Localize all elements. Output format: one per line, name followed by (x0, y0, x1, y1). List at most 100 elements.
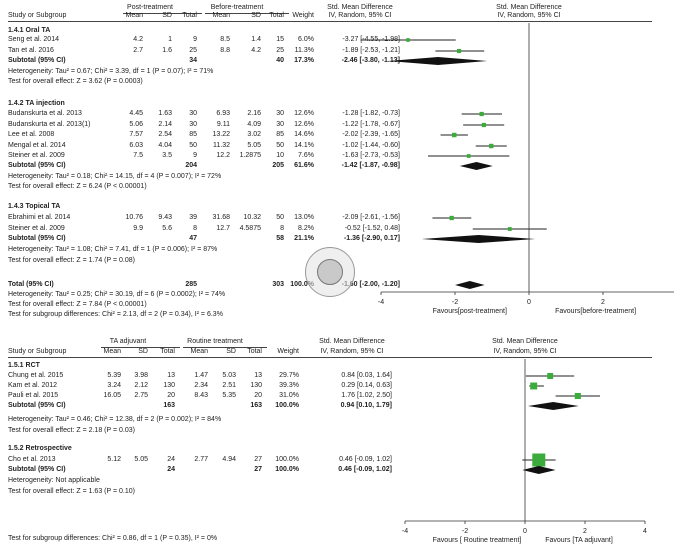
study-ci: 0.46 [-0.09, 1.02] (339, 456, 392, 463)
column-header: SD (226, 348, 236, 355)
study-n1: 50 (189, 142, 197, 149)
study-sd2: 1.4 (251, 36, 261, 43)
study-sd1: 2.54 (158, 131, 172, 138)
ctl-header-rule (205, 13, 289, 14)
effect-header-title: Std. Mean Difference (319, 338, 385, 345)
subtotal-n2: 58 (276, 235, 284, 242)
study-n2: 50 (276, 142, 284, 149)
subtotal-n2: 205 (272, 162, 284, 169)
x-tick-label: -2 (462, 528, 468, 535)
study-point (547, 373, 554, 379)
subtotal-label: Subtotal (95% CI) (8, 235, 66, 242)
study-m2: 2.77 (194, 456, 208, 463)
study-sd1: 1.63 (158, 110, 172, 117)
column-header: Mean (212, 12, 230, 19)
study-name: Budanskurta et al. 2013 (8, 110, 82, 117)
study-point (457, 48, 462, 54)
study-point (406, 38, 410, 42)
study-name: Pauli et al. 2015 (8, 392, 59, 399)
study-point (574, 392, 581, 400)
study-w: 14.1% (294, 142, 314, 149)
study-m2: 9.11 (216, 121, 230, 128)
plot-header-title: Std. Mean Difference (492, 338, 558, 345)
x-axis-label-left: Favours [ Routine treatment] (433, 537, 522, 544)
study-point (507, 227, 512, 231)
study-point (449, 215, 454, 221)
study-w: 7.6% (298, 152, 314, 159)
column-header: Mean (125, 12, 143, 19)
column-header: SD (138, 348, 148, 355)
study-ci: 0.29 [0.14, 0.63] (341, 382, 392, 389)
study-m1: 9.9 (133, 225, 143, 232)
study-n2: 27 (254, 456, 262, 463)
study-m1: 7.5 (133, 152, 143, 159)
plot-header-method: IV, Random, 95% CI (497, 12, 561, 19)
study-name: Seng et al. 2014 (8, 36, 59, 43)
subtotal-n2: 27 (254, 466, 262, 473)
study-w: 100.0% (275, 456, 299, 463)
study-m2: 13.22 (212, 131, 230, 138)
study-n1: 39 (189, 214, 197, 221)
study-m2: 11.32 (213, 142, 230, 149)
zoom-magnifier-inner[interactable] (317, 259, 343, 285)
study-w: 29.7% (279, 372, 299, 379)
subtotal-diamond (522, 466, 556, 474)
study-n2: 30 (276, 110, 284, 117)
study-sd2: 4.94 (222, 456, 236, 463)
column-header: Weight (292, 12, 314, 19)
column-header: Total (160, 348, 175, 355)
study-point (530, 382, 538, 390)
study-name: Kam et al. 2012 (8, 382, 58, 389)
zoom-magnifier-overlay[interactable] (305, 247, 355, 297)
plot-header-method: IV, Random, 95% CI (493, 348, 557, 355)
study-n2: 13 (254, 372, 262, 379)
study-n1: 9 (193, 36, 197, 43)
study-sd2: 5.35 (222, 392, 236, 399)
study-ci: -1.63 [-2.73, -0.53] (342, 152, 400, 159)
subtotal-diamond (388, 57, 488, 65)
study-n2: 25 (276, 47, 284, 54)
subgroup-title: 1.4.2 TA injection (8, 100, 65, 107)
x-axis-label-right: Favours[before-treatment] (555, 308, 636, 315)
subtotal-weight: 17.3% (294, 57, 314, 64)
study-n1: 30 (189, 121, 197, 128)
study-n2: 130 (250, 382, 262, 389)
study-n1: 8 (193, 225, 197, 232)
column-header: Mean (103, 348, 121, 355)
study-sd2: 2.51 (222, 382, 236, 389)
study-ci: 1.76 [1.02, 2.50] (341, 392, 392, 399)
study-m2: 8.8 (220, 47, 230, 54)
column-header: SD (251, 12, 261, 19)
total-ci: -1.60 [-2.00, -1.20] (341, 281, 400, 288)
subtotal-n1: 204 (185, 162, 197, 169)
exp-header-rule (101, 347, 180, 348)
effect-header-title: Std. Mean Difference (327, 4, 393, 11)
plot-header-title: Std. Mean Difference (496, 4, 562, 11)
subtotal-diamond (459, 162, 493, 170)
study-sd2: 5.03 (222, 372, 236, 379)
study-n1: 30 (189, 110, 197, 117)
study-name: Lee et al. 2008 (8, 131, 55, 138)
study-name: Cho et al. 2013 (8, 456, 56, 463)
subgroup-difference-text: Test for subgroup differences: Chi² = 0.… (8, 535, 218, 542)
study-sd1: 4.04 (158, 142, 172, 149)
heterogeneity-text: Heterogeneity: Tau² = 0.67; Chi² = 3.39,… (8, 68, 214, 75)
total-weight: 100.0% (290, 281, 314, 288)
ctl-header-rule (183, 347, 267, 348)
study-name: Ebrahimi et al. 2014 (8, 214, 71, 221)
study-m1: 5.39 (107, 372, 121, 379)
study-m1: 7.57 (129, 131, 143, 138)
subtotal-ci: -1.42 [-1.87, -0.98] (341, 162, 400, 169)
heterogeneity-text: Heterogeneity: Tau² = 0.18; Chi² = 14.15… (8, 173, 222, 180)
x-tick-label: 2 (583, 528, 587, 535)
study-ci: -0.52 [-1.52, 0.48] (344, 225, 400, 232)
study-m1: 4.45 (129, 110, 143, 117)
study-sd1: 2.14 (158, 121, 172, 128)
study-n1: 20 (167, 392, 175, 399)
effect-header-method: IV, Random, 95% CI (320, 348, 384, 355)
total-label: Total (95% CI) (8, 281, 54, 288)
study-sd1: 1 (168, 36, 172, 43)
subtotal-weight: 100.0% (275, 466, 299, 473)
study-n2: 8 (280, 225, 284, 232)
